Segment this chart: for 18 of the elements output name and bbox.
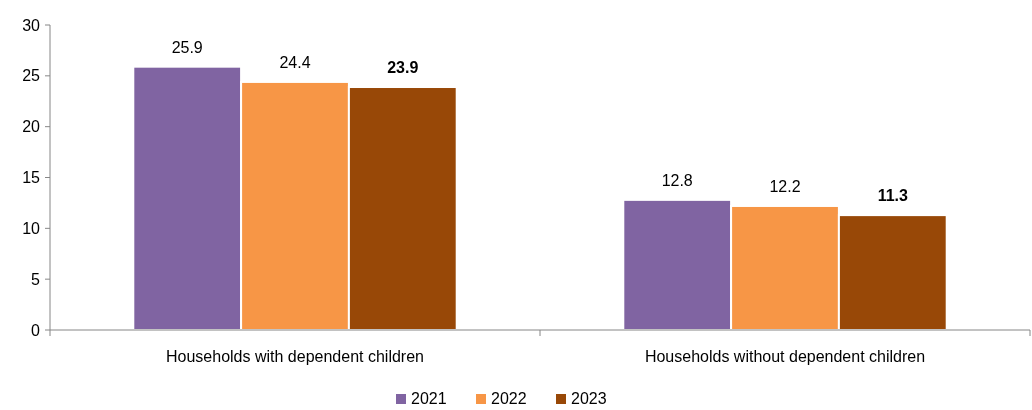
data-label: 12.8 [661,171,693,189]
x-tick-label: Households without dependent children [644,348,926,365]
y-tick-label: 5 [31,270,41,288]
y-tick-label: 20 [22,118,41,136]
x-tick-label: Households with dependent children [166,348,424,365]
data-label: 24.4 [279,53,311,71]
data-label: 23.9 [387,59,419,77]
y-tick-label: 15 [22,169,41,187]
legend-label: 2023 [571,390,607,407]
data-label: 11.3 [877,187,909,205]
legend-label: 2022 [491,390,527,407]
data-label: 25.9 [171,38,203,56]
y-tick-label: 25 [22,67,41,85]
y-tick-label: 0 [31,321,41,339]
y-tick-label: 10 [22,219,41,237]
legend-label: 2021 [411,390,447,407]
data-label: 12.2 [769,177,801,195]
y-tick-label: 30 [22,16,41,34]
